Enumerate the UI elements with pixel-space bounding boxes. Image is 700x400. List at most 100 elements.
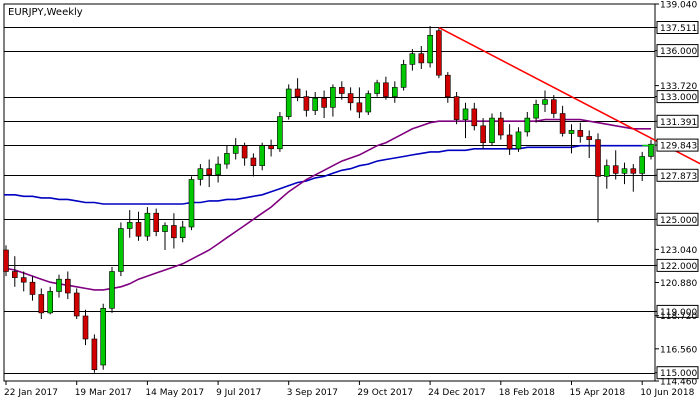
candle-29 (259, 142, 266, 171)
candle-body (82, 315, 89, 340)
candle-body (118, 228, 124, 272)
candle-layer (3, 26, 654, 373)
candle-body (100, 307, 106, 366)
candle-1 (12, 256, 18, 287)
candle-body (347, 93, 354, 104)
candle-60 (533, 99, 539, 123)
candle-body (356, 102, 363, 113)
x-tick-label-3: 9 Jul 2017 (216, 388, 261, 398)
candle-48 (427, 26, 433, 68)
candle-67 (595, 133, 601, 223)
candle-body (285, 88, 292, 117)
candle-body (188, 179, 195, 228)
candle-18 (162, 222, 168, 250)
candle-2 (20, 271, 27, 292)
candle-23 (206, 159, 212, 188)
candle-24 (215, 156, 221, 183)
candle-15 (135, 211, 142, 241)
candle-6 (56, 274, 62, 298)
ma-layer (4, 118, 651, 291)
candle-12 (109, 266, 115, 313)
candle-body (630, 168, 637, 174)
candle-body (179, 226, 186, 238)
candle-21 (188, 176, 195, 231)
candle-body (383, 82, 389, 97)
candle-body (171, 225, 177, 239)
y-tick-box-15 (656, 366, 699, 380)
candle-body (568, 130, 575, 134)
x-tick-label-8: 15 Apr 2018 (570, 388, 626, 398)
candle-body (524, 117, 531, 133)
candle-56 (497, 112, 504, 140)
candle-body (197, 168, 204, 180)
candle-3 (29, 276, 36, 301)
candle-body (612, 165, 619, 174)
candle-65 (577, 122, 584, 143)
candle-20 (179, 220, 186, 243)
candle-50 (444, 72, 451, 103)
candle-body (47, 291, 54, 314)
candle-31 (277, 112, 283, 152)
candle-7 (65, 271, 71, 300)
candle-body (268, 145, 274, 150)
candle-62 (550, 95, 557, 119)
candle-body (135, 222, 142, 237)
candle-70 (621, 162, 628, 185)
y-tick-box-2 (656, 44, 699, 58)
candle-19 (171, 213, 177, 249)
candle-body (321, 97, 327, 108)
x-tick-label-0: 22 Jan 2017 (4, 388, 58, 398)
x-tick-label-2: 14 May 2017 (145, 388, 204, 398)
candle-body (391, 87, 398, 97)
candle-35 (312, 92, 319, 115)
candle-13 (118, 222, 124, 277)
candle-body (224, 153, 230, 165)
y-tick-box-8 (656, 212, 699, 226)
candle-body (241, 145, 248, 159)
candle-39 (347, 87, 354, 111)
candle-body (109, 271, 115, 309)
candle-45 (400, 59, 407, 91)
candle-body (444, 74, 451, 97)
x-tick-label-4: 3 Sep 2017 (287, 388, 338, 398)
candle-66 (586, 130, 593, 158)
candle-61 (542, 90, 548, 112)
candle-9 (82, 309, 89, 346)
y-tick-label-12: 119.000 (660, 308, 697, 318)
candle-body (639, 156, 646, 174)
candle-63 (559, 105, 566, 137)
y-tick-label-16: 114.460 (660, 378, 697, 388)
candle-44 (391, 81, 398, 103)
candle-body (312, 97, 319, 111)
y-tick-label-11: 120.880 (660, 279, 697, 289)
candle-body (533, 104, 539, 119)
candle-41 (365, 90, 372, 115)
candle-8 (73, 288, 80, 319)
candle-body (162, 225, 168, 232)
candle-body (29, 281, 36, 295)
candle-body (303, 96, 310, 111)
candle-body (338, 87, 345, 94)
y-tick-label-5: 131.391 (660, 118, 697, 128)
x-tick-label-1: 19 Mar 2017 (75, 388, 132, 398)
candle-body (595, 139, 601, 177)
candle-body (12, 271, 18, 278)
candle-body (621, 168, 628, 174)
y-tick-label-6: 129.843 (660, 142, 697, 152)
candle-body (330, 87, 336, 108)
candle-40 (356, 87, 363, 119)
y-tick-label-10: 122.000 (660, 262, 697, 272)
candle-body (374, 82, 380, 94)
candle-body (294, 88, 301, 97)
candle-73 (648, 139, 654, 160)
series-line-ma_purple (4, 118, 651, 291)
candle-body (144, 212, 151, 237)
y-tick-box-1 (656, 21, 699, 34)
candle-body (489, 117, 495, 143)
x-tick-label-9: 10 Jun 2018 (640, 388, 694, 398)
candle-34 (303, 90, 310, 117)
candle-body (497, 117, 504, 136)
y-tick-label-13: 118.720 (660, 312, 697, 322)
y-tick-label-9: 123.040 (660, 246, 697, 256)
